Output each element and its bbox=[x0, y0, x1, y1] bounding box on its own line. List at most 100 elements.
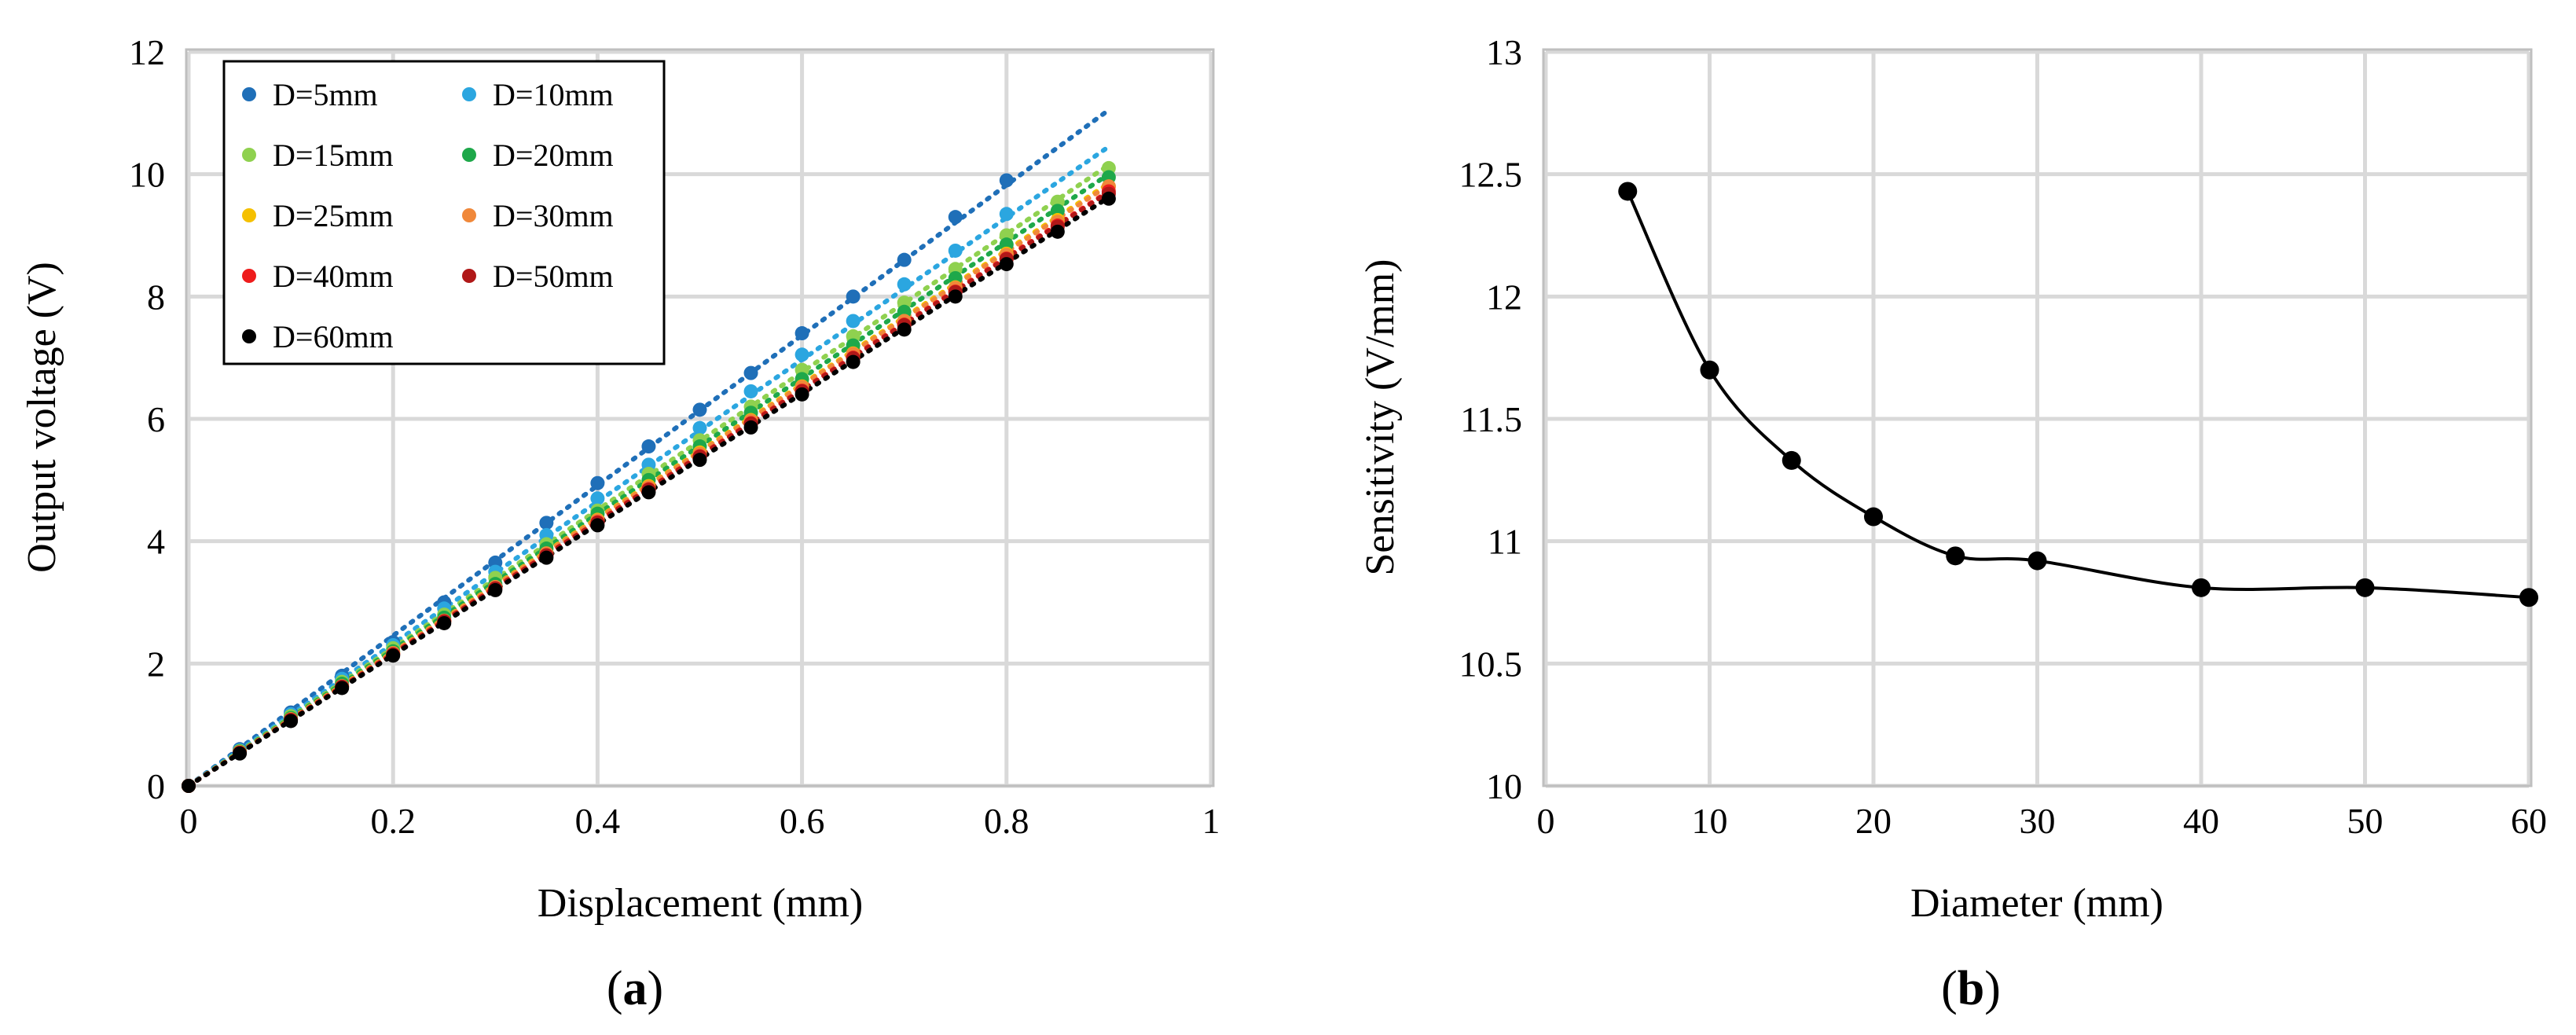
chart-a-legend-marker bbox=[242, 208, 256, 222]
chart-a-y-tick-label: 10 bbox=[129, 155, 165, 195]
chart-a-point-d5mm bbox=[846, 289, 861, 304]
chart-b-x-tick-label: 50 bbox=[2347, 801, 2383, 841]
chart-b-x-tick-labels: 0 10 20 30 40 50 60 bbox=[1537, 801, 2548, 841]
chart-b-y-tick-label: 11.5 bbox=[1460, 399, 1522, 439]
chart-b-x-tick-label: 30 bbox=[2020, 801, 2056, 841]
chart-b-y-axis-title: Sensitivity (V/mm) bbox=[1358, 259, 1403, 576]
chart-a-point-d60mm bbox=[641, 485, 656, 500]
chart-a-legend-marker bbox=[242, 148, 256, 162]
chart-a-point-d60mm bbox=[437, 615, 452, 630]
chart-a-point-d5mm bbox=[948, 210, 963, 225]
chart-a-point-d5mm bbox=[539, 516, 554, 530]
chart-a-point-d60mm bbox=[539, 550, 554, 565]
chart-a-y-axis-title: Output voltage (V) bbox=[20, 262, 64, 573]
chart-a-x-tick-labels: 0 0.2 0.4 0.6 0.8 1 bbox=[180, 801, 1220, 841]
chart-a-point-d5mm bbox=[999, 173, 1014, 188]
chart-a-point-d60mm bbox=[284, 714, 299, 729]
chart-b-y-tick-label: 10.5 bbox=[1459, 644, 1523, 684]
chart-panel-b: 0 10 20 30 40 50 60 10 10.5 11 11.5 12 12.5 13 Diame… bbox=[1358, 32, 2547, 1015]
chart-b-y-tick-label: 12.5 bbox=[1459, 155, 1523, 195]
chart-a-point-d60mm bbox=[335, 681, 350, 696]
chart-b-x-tick-label: 60 bbox=[2511, 801, 2547, 841]
chart-a-point-d60mm bbox=[743, 420, 758, 435]
chart-a-point-d5mm bbox=[897, 252, 912, 267]
chart-a-point-d60mm bbox=[386, 648, 401, 663]
chart-a-x-tick-label: 0.4 bbox=[575, 801, 621, 841]
chart-a-legend-marker bbox=[242, 87, 256, 101]
chart-panel-a: 0 0.2 0.4 0.6 0.8 1 0 2 4 6 8 10 12 Displacement (m… bbox=[20, 32, 1220, 1015]
chart-b-plot-frame bbox=[1542, 48, 2533, 787]
chart-a-y-tick-labels: 0 2 4 6 8 10 12 bbox=[129, 32, 165, 806]
chart-b-sensitivity-curve bbox=[1626, 190, 2530, 600]
chart-a-point-d60mm bbox=[488, 582, 503, 597]
chart-a-y-tick-label: 8 bbox=[147, 277, 165, 317]
chart-b-x-tick-label: 0 bbox=[1537, 801, 1555, 841]
chart-a-point-d5mm bbox=[743, 365, 758, 380]
chart-a-point-d60mm bbox=[999, 257, 1014, 272]
chart-a-legend-label: D=15mm bbox=[273, 138, 394, 173]
chart-a-point-d60mm bbox=[846, 354, 861, 369]
chart-a-x-axis-title: Displacement (mm) bbox=[538, 881, 863, 926]
chart-b-point bbox=[2027, 551, 2047, 571]
chart-b-y-tick-label: 13 bbox=[1486, 32, 1522, 72]
chart-a-legend-marker bbox=[242, 269, 256, 283]
chart-a-legend-marker bbox=[462, 208, 476, 222]
chart-a-plot-frame bbox=[185, 48, 1215, 787]
chart-a-point-d60mm bbox=[897, 322, 912, 337]
chart-a-panel-label: (a) bbox=[607, 962, 663, 1015]
chart-a-legend-marker bbox=[462, 87, 476, 101]
chart-a-point-d5mm bbox=[641, 439, 656, 454]
chart-a-point-d60mm bbox=[692, 453, 707, 468]
chart-b-y-tick-label: 12 bbox=[1486, 277, 1522, 317]
chart-b-point bbox=[1618, 182, 1638, 201]
chart-a-point-d60mm bbox=[794, 387, 809, 402]
chart-a-legend-label: D=60mm bbox=[273, 319, 394, 354]
chart-a-y-tick-label: 12 bbox=[129, 32, 165, 72]
chart-b-data-points bbox=[1618, 182, 2538, 607]
chart-b-y-tick-label: 11 bbox=[1488, 522, 1522, 562]
chart-a-point-d10mm bbox=[846, 314, 861, 328]
chart-a-legend-label: D=25mm bbox=[273, 198, 394, 233]
chart-b-x-axis-title: Diameter (mm) bbox=[1910, 881, 2163, 926]
chart-b-panel-label: (b) bbox=[1941, 962, 2001, 1015]
chart-b-point bbox=[1864, 507, 1883, 527]
chart-b-panel-label-letter: b bbox=[1958, 962, 1984, 1015]
chart-a-point-d60mm bbox=[182, 779, 196, 793]
chart-b-y-tick-labels: 10 10.5 11 11.5 12 12.5 13 bbox=[1459, 32, 1523, 806]
chart-a-point-d60mm bbox=[590, 518, 605, 533]
chart-a-point-d5mm bbox=[794, 326, 809, 341]
chart-b-gridlines bbox=[1543, 50, 2531, 788]
chart-a-legend-marker bbox=[242, 329, 256, 343]
chart-a-data-points bbox=[182, 160, 1116, 793]
chart-a-point-d60mm bbox=[233, 746, 248, 761]
chart-a-point-d10mm bbox=[999, 207, 1014, 222]
chart-a-panel-label-letter: a bbox=[623, 962, 648, 1015]
chart-a-x-tick-label: 0.2 bbox=[370, 801, 416, 841]
chart-b-x-tick-label: 40 bbox=[2183, 801, 2219, 841]
chart-a-point-d10mm bbox=[794, 347, 809, 362]
chart-a-legend-label: D=40mm bbox=[273, 259, 394, 294]
chart-a-legend-marker bbox=[462, 269, 476, 283]
chart-a-legend-box bbox=[222, 60, 666, 365]
chart-a-point-d10mm bbox=[948, 243, 963, 258]
chart-a-legend: D=5mm D=10mm D=15mm D=20mm D=25mm D=30mm D=40m… bbox=[222, 60, 666, 365]
chart-a-x-tick-label: 0 bbox=[180, 801, 198, 841]
chart-b-point bbox=[2519, 588, 2538, 607]
chart-a-x-tick-label: 1 bbox=[1202, 801, 1220, 841]
chart-a-point-d5mm bbox=[692, 402, 707, 417]
chart-a-point-d10mm bbox=[743, 384, 758, 398]
chart-a-y-tick-label: 4 bbox=[147, 522, 165, 562]
chart-b-point bbox=[1782, 450, 1801, 470]
chart-a-legend-label: D=10mm bbox=[493, 77, 614, 112]
chart-a-point-d60mm bbox=[1050, 224, 1065, 239]
chart-b-point bbox=[2355, 578, 2375, 597]
chart-b-y-tick-label: 10 bbox=[1486, 766, 1522, 806]
chart-a-legend-label: D=50mm bbox=[493, 259, 614, 294]
chart-a-legend-marker bbox=[462, 148, 476, 162]
chart-a-point-d10mm bbox=[897, 277, 912, 292]
chart-b-x-tick-label: 10 bbox=[1692, 801, 1728, 841]
chart-b-point bbox=[1946, 546, 1965, 566]
chart-a-legend-label: D=5mm bbox=[273, 77, 378, 112]
chart-a-x-tick-label: 0.8 bbox=[984, 801, 1029, 841]
